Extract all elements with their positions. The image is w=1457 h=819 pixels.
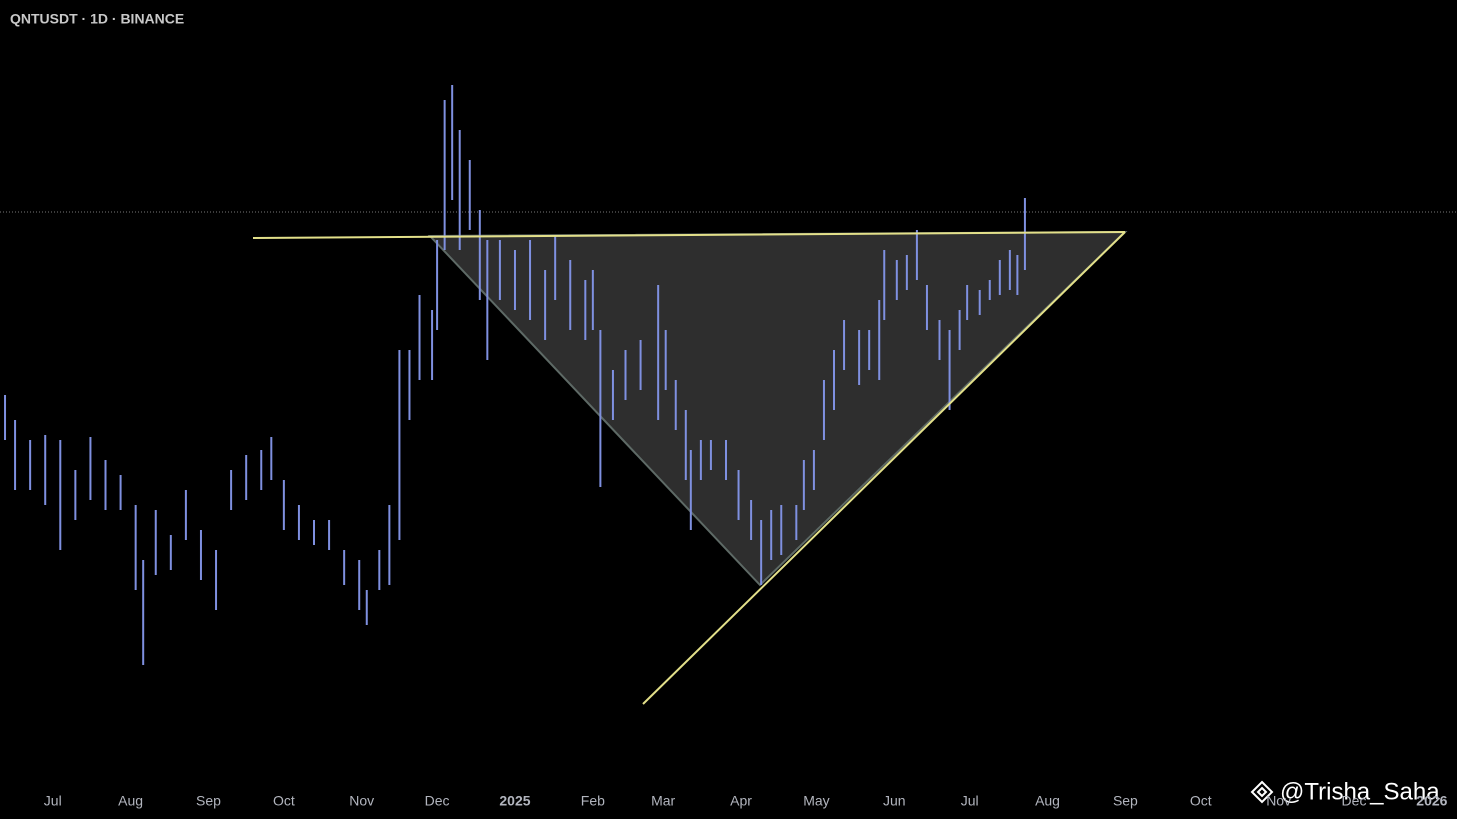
x-tick-label: Dec [1342, 793, 1367, 809]
x-tick-label: Jun [883, 793, 906, 809]
x-tick-label: 2026 [1416, 793, 1447, 809]
x-tick-label: Aug [118, 793, 143, 809]
x-tick-label: Jul [44, 793, 62, 809]
x-tick-label: Mar [651, 793, 675, 809]
support-line [642, 231, 1126, 705]
x-tick-label: Nov [1266, 793, 1291, 809]
watermark-icon [1250, 780, 1274, 804]
x-tick-label: Jul [961, 793, 979, 809]
x-tick-label: Feb [581, 793, 605, 809]
x-tick-label: Dec [425, 793, 450, 809]
x-tick-label: Oct [1190, 793, 1212, 809]
x-tick-label: Nov [349, 793, 374, 809]
watermark: @Trisha_Saha [1280, 778, 1440, 805]
x-tick-label: Sep [1113, 793, 1138, 809]
x-tick-label: Apr [730, 793, 752, 809]
chart-title: QNTUSDT · 1D · BINANCE [10, 11, 184, 27]
x-tick-label: Aug [1035, 793, 1060, 809]
x-tick-label: Sep [196, 793, 221, 809]
resistance-line [252, 231, 1126, 239]
x-tick-label: May [803, 793, 829, 809]
x-tick-label: 2025 [499, 793, 530, 809]
x-tick-label: Oct [273, 793, 295, 809]
bars [4, 85, 1026, 665]
